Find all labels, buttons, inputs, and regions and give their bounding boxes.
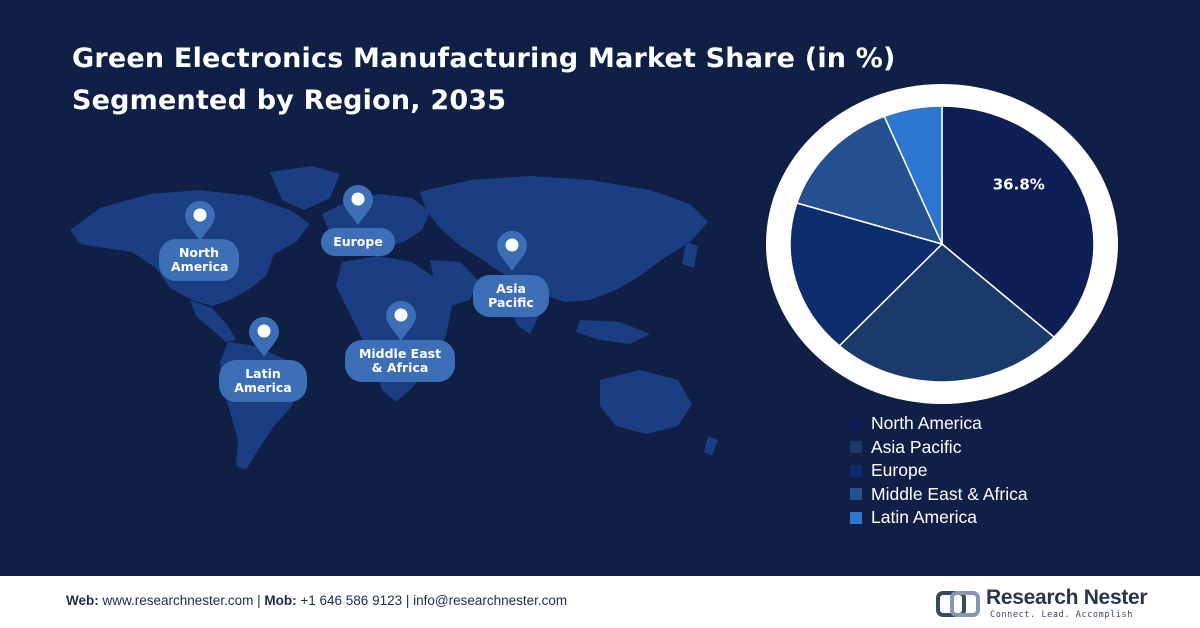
- map-label-europe: Europe: [321, 228, 395, 256]
- map-label-latin-america: Latin America: [219, 360, 307, 402]
- chart-title: Green Electronics Manufacturing Market S…: [72, 38, 896, 122]
- location-pin-icon: [249, 317, 279, 357]
- brand-tagline: Connect. Lead. Accomplish: [990, 610, 1133, 620]
- pie-chart: 36.8%: [766, 84, 1118, 404]
- greenland-landmass: [270, 166, 340, 210]
- contact-line: Web: www.researchnester.com | Mob: +1 64…: [66, 593, 567, 608]
- research-nester-logo-icon: [936, 591, 980, 617]
- asia-landmass: [420, 176, 708, 302]
- brand-name: Research Nester: [986, 586, 1148, 609]
- southeast-asia-islands: [576, 320, 650, 344]
- separator: |: [257, 593, 261, 608]
- legend-swatch: [850, 464, 862, 477]
- email-value: info@researchnester.com: [413, 593, 568, 608]
- japan-landmass: [682, 242, 698, 268]
- location-pin-icon: [343, 185, 373, 225]
- footer: Web: www.researchnester.com | Mob: +1 64…: [0, 576, 1200, 628]
- location-pin-icon: [497, 231, 527, 271]
- legend-swatch: [850, 511, 862, 524]
- legend-swatch: [850, 488, 862, 501]
- separator: |: [405, 593, 410, 608]
- chart-panel: Green Electronics Manufacturing Market S…: [0, 0, 1200, 576]
- web-value: www.researchnester.com: [102, 593, 254, 608]
- legend: North America Asia Pacific Europe Middle Ea…: [850, 412, 1028, 530]
- title-line-2: Segmented by Region, 2035: [72, 85, 507, 116]
- mob-value: +1 646 586 9123: [300, 593, 403, 608]
- new-zealand-landmass: [704, 436, 718, 456]
- legend-item: Europe: [850, 459, 1028, 483]
- pie-slice-asia-pacific: [838, 242, 1056, 383]
- mob-label: Mob:: [264, 593, 297, 608]
- map-label-middle-east-africa: Middle East & Africa: [345, 340, 455, 382]
- legend-item: Middle East & Africa: [850, 483, 1028, 507]
- map-label-north-america: North America: [159, 239, 239, 281]
- legend-label: Europe: [871, 460, 928, 481]
- legend-item: North America: [850, 412, 1028, 436]
- legend-label: Middle East & Africa: [871, 483, 1028, 504]
- map-label-asia-pacific: Asia Pacific: [473, 275, 549, 317]
- australia-landmass: [600, 370, 692, 434]
- pie-slice-middle-east-africa: [795, 115, 944, 246]
- central-america-landmass: [190, 300, 236, 342]
- pie-slice-north-america: [941, 105, 1095, 339]
- location-pin-icon: [386, 301, 416, 341]
- legend-label: North America: [871, 413, 982, 434]
- pie-data-label: 36.8%: [993, 175, 1045, 193]
- legend-label: Latin America: [871, 507, 978, 528]
- location-pin-icon: [185, 201, 215, 241]
- pie-slice-europe: [789, 202, 944, 347]
- pie-slice-latin-america: [883, 105, 943, 245]
- web-label: Web:: [66, 593, 99, 608]
- brand-logo: Research Nester Connect. Lead. Accomplis…: [936, 586, 1156, 622]
- legend-swatch: [850, 417, 862, 430]
- legend-item: Asia Pacific: [850, 436, 1028, 460]
- legend-label: Asia Pacific: [871, 436, 962, 457]
- legend-swatch: [850, 441, 862, 454]
- arabia-landmass: [430, 260, 478, 306]
- title-line-1: Green Electronics Manufacturing Market S…: [72, 43, 896, 74]
- legend-item: Latin America: [850, 506, 1028, 530]
